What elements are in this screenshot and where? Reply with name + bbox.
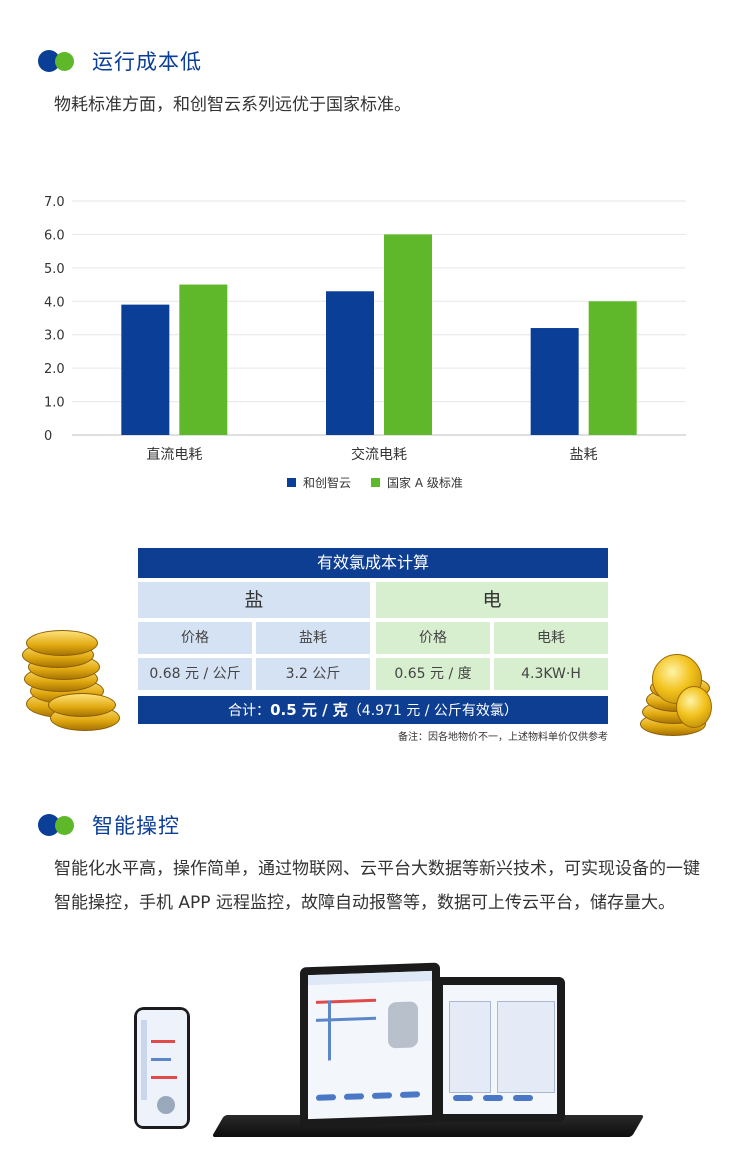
section-description: 物耗标准方面，和创智云系列远优于国家标准。 [54,95,411,115]
column-header: 电耗 [494,622,608,654]
bar-hechuang [530,328,579,435]
x-tick-label: 盐耗 [570,447,598,463]
y-tick-label: 6.0 [44,228,65,243]
table-cell: 0.65 元 / 度 [376,658,490,690]
cost-note: 备注：因各地物价不一，上述物料单价仅供参考 [398,732,608,743]
bullet-dots-icon [38,48,78,74]
bullet-dots-icon [38,812,78,838]
cost-table-title: 有效氯成本计算 [138,548,608,578]
column-header: 价格 [376,622,490,654]
total-suffix: （4.971 元 / 公斤有效氯） [347,703,518,719]
table-cell: 0.68 元 / 公斤 [138,658,252,690]
section-description: 智能化水平高，操作简单，通过物联网、云平台大数据等新兴技术，可实现设备的一键智能… [54,859,700,913]
phone-icon [134,1007,190,1129]
devices-illustration [130,962,645,1155]
bar-standard [179,284,228,435]
table-cell: 4.3KW·H [494,658,608,690]
section-header-cost: 运行成本低 [38,46,202,76]
x-tick-label: 直流电耗 [146,446,202,463]
column-header: 价格 [138,622,252,654]
table-cell: 3.2 公斤 [256,658,370,690]
y-tick-label: 0 [44,429,52,444]
bar-hechuang [326,291,374,435]
power-group-header: 电 [376,582,608,618]
x-tick-label: 交流电耗 [351,446,407,463]
legend-swatch [287,478,296,487]
bar-standard [588,301,637,435]
legend-label: 和创智云 [303,475,351,490]
laptop-screen-back [435,977,565,1122]
bar-hechuang [121,304,170,435]
y-tick-label: 3.0 [44,329,65,344]
section-title: 运行成本低 [92,50,202,74]
y-tick-label: 2.0 [44,362,65,377]
cost-table: 有效氯成本计算 盐 电 价格 盐耗 价格 电耗 0.68 元 / 公斤 3.2 … [138,548,608,743]
salt-group-header: 盐 [138,582,370,618]
y-tick-label: 4.0 [44,295,65,310]
cost-total: 合计：0.5 元 / 克（4.971 元 / 公斤有效氯） [138,696,608,724]
legend-label: 国家 A 级标准 [387,475,463,490]
legend-swatch [371,478,380,487]
total-prefix: 合计： [228,703,271,719]
y-tick-label: 7.0 [44,195,65,210]
section-header-control: 智能操控 [38,810,180,840]
laptop-screen-front [300,962,440,1128]
section-title: 智能操控 [92,814,180,838]
total-main: 0.5 元 / 克 [270,701,348,719]
y-tick-label: 5.0 [44,262,65,277]
y-tick-label: 1.0 [44,396,65,411]
column-header: 盐耗 [256,622,370,654]
bar-standard [384,234,432,435]
